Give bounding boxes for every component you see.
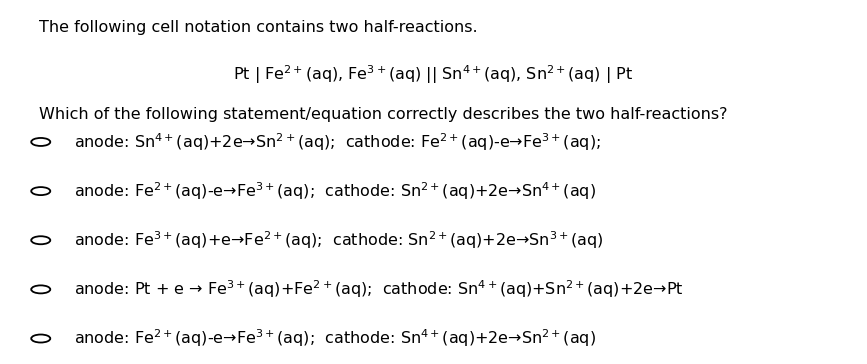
Text: anode: Fe$^{3+}$(aq)+e→Fe$^{2+}$(aq);  cathode: Sn$^{2+}$(aq)+2e→Sn$^{3+}$(aq): anode: Fe$^{3+}$(aq)+e→Fe$^{2+}$(aq); ca… <box>74 229 603 251</box>
Text: anode: Sn$^{4+}$(aq)+2e→Sn$^{2+}$(aq);  cathode: Fe$^{2+}$(aq)-e→Fe$^{3+}$(aq);: anode: Sn$^{4+}$(aq)+2e→Sn$^{2+}$(aq); c… <box>74 131 601 153</box>
Text: anode: Pt + e → Fe$^{3+}$(aq)+Fe$^{2+}$(aq);  cathode: Sn$^{4+}$(aq)+Sn$^{2+}$(a: anode: Pt + e → Fe$^{3+}$(aq)+Fe$^{2+}$(… <box>74 278 683 300</box>
Text: The following cell notation contains two half-reactions.: The following cell notation contains two… <box>39 20 478 35</box>
Text: Which of the following statement/equation correctly describes the two half-react: Which of the following statement/equatio… <box>39 107 727 122</box>
Text: anode: Fe$^{2+}$(aq)-e→Fe$^{3+}$(aq);  cathode: Sn$^{4+}$(aq)+2e→Sn$^{2+}$(aq): anode: Fe$^{2+}$(aq)-e→Fe$^{3+}$(aq); ca… <box>74 328 596 349</box>
Text: anode: Fe$^{2+}$(aq)-e→Fe$^{3+}$(aq);  cathode: Sn$^{2+}$(aq)+2e→Sn$^{4+}$(aq): anode: Fe$^{2+}$(aq)-e→Fe$^{3+}$(aq); ca… <box>74 180 596 202</box>
Text: Pt | Fe$^{2+}$(aq), Fe$^{3+}$(aq) || Sn$^{4+}$(aq), Sn$^{2+}$(aq) | Pt: Pt | Fe$^{2+}$(aq), Fe$^{3+}$(aq) || Sn$… <box>233 64 634 86</box>
